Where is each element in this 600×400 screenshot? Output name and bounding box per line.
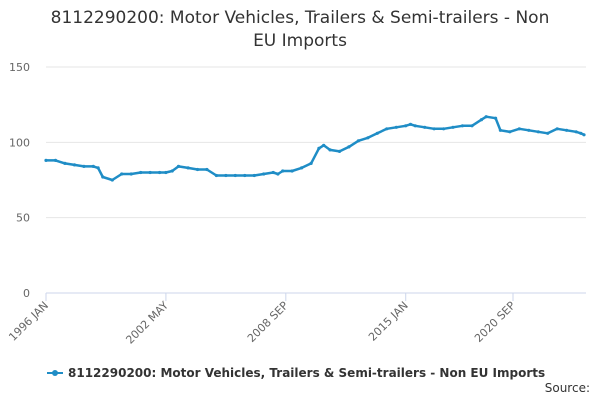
legend[interactable]: 8112290200: Motor Vehicles, Trailers & S… xyxy=(46,364,545,382)
data-point-24[interactable] xyxy=(252,173,256,178)
data-point-29[interactable] xyxy=(290,169,294,173)
series-group xyxy=(44,115,586,182)
data-point-35[interactable] xyxy=(337,149,342,153)
data-point-46[interactable] xyxy=(432,127,436,131)
data-point-23[interactable] xyxy=(243,173,247,178)
data-point-9[interactable] xyxy=(120,172,124,176)
data-point-2[interactable] xyxy=(63,161,67,165)
data-point-22[interactable] xyxy=(233,173,237,178)
legend-symbol xyxy=(47,370,63,376)
data-point-60[interactable] xyxy=(555,127,559,131)
x-tick-label-4: 2020 SEP xyxy=(472,299,518,345)
data-point-11[interactable] xyxy=(139,170,143,175)
data-point-55[interactable] xyxy=(508,130,512,134)
y-tick-label-100: 100 xyxy=(9,136,30,149)
x-axis-ticks: 1996 JAN 2002 MAY 2008 SEP 2015 JAN 2020 SEP xyxy=(6,293,518,347)
series-line-0 xyxy=(46,115,585,182)
x-tick-label-2: 2008 SEP xyxy=(245,299,291,345)
data-point-19[interactable] xyxy=(205,167,209,172)
data-point-4[interactable] xyxy=(82,164,86,168)
data-point-53[interactable] xyxy=(494,116,498,120)
data-point-38[interactable] xyxy=(366,136,370,140)
data-point-44[interactable] xyxy=(413,124,417,128)
data-point-34[interactable] xyxy=(328,148,332,152)
data-point-12[interactable] xyxy=(148,170,152,175)
data-point-59[interactable] xyxy=(546,131,550,135)
x-tick-label-0: 1996 JAN xyxy=(6,299,51,344)
data-point-47[interactable] xyxy=(442,127,446,131)
y-axis-tick-labels: 0 50 100 150 xyxy=(9,61,30,300)
data-point-20[interactable] xyxy=(214,173,218,178)
data-point-0[interactable] xyxy=(44,158,48,162)
y-tick-label-0: 0 xyxy=(23,287,30,300)
data-point-64[interactable] xyxy=(582,133,586,137)
data-point-48[interactable] xyxy=(451,125,455,129)
data-point-49[interactable] xyxy=(460,124,465,128)
x-tick-label-3: 2015 JAN xyxy=(366,299,411,344)
data-point-42[interactable] xyxy=(404,124,408,128)
chart-title-line-1: 8112290200: Motor Vehicles, Trailers & S… xyxy=(50,8,550,28)
data-point-36[interactable] xyxy=(347,145,351,149)
data-point-56[interactable] xyxy=(517,127,521,131)
data-point-25[interactable] xyxy=(262,172,266,176)
data-point-6[interactable] xyxy=(96,166,100,170)
chart-title: 8112290200: Motor Vehicles, Trailers & S… xyxy=(0,7,600,53)
y-tick-label-50: 50 xyxy=(16,212,30,225)
data-point-5[interactable] xyxy=(91,164,95,168)
data-point-27[interactable] xyxy=(276,172,280,176)
x-tick-label-1: 2002 MAY xyxy=(123,299,171,347)
source-label: Source: xyxy=(544,381,590,395)
data-point-10[interactable] xyxy=(129,172,133,176)
data-point-63[interactable] xyxy=(579,131,583,135)
data-point-26[interactable] xyxy=(271,170,275,175)
data-point-7[interactable] xyxy=(101,175,105,179)
data-point-57[interactable] xyxy=(527,128,531,132)
y-tick-label-150: 150 xyxy=(9,61,30,74)
data-point-28[interactable] xyxy=(281,169,285,173)
data-point-33[interactable] xyxy=(322,143,326,147)
data-point-30[interactable] xyxy=(300,166,304,170)
data-point-21[interactable] xyxy=(224,173,228,178)
legend-label: 8112290200: Motor Vehicles, Trailers & S… xyxy=(68,366,546,380)
data-point-54[interactable] xyxy=(498,128,502,132)
data-point-52[interactable] xyxy=(484,115,488,119)
data-point-16[interactable] xyxy=(176,164,181,168)
data-point-15[interactable] xyxy=(170,169,174,173)
data-point-51[interactable] xyxy=(479,118,483,122)
data-point-41[interactable] xyxy=(394,125,398,129)
data-point-43[interactable] xyxy=(408,122,413,126)
data-point-8[interactable] xyxy=(110,178,114,182)
data-point-45[interactable] xyxy=(423,125,427,129)
data-point-50[interactable] xyxy=(470,124,474,128)
data-point-3[interactable] xyxy=(72,163,76,167)
data-point-18[interactable] xyxy=(195,167,200,172)
data-point-1[interactable] xyxy=(53,158,58,162)
chart-title-line-2: EU Imports xyxy=(253,31,347,51)
data-point-13[interactable] xyxy=(158,170,162,175)
data-point-39[interactable] xyxy=(375,131,379,135)
data-point-32[interactable] xyxy=(317,146,321,150)
data-point-62[interactable] xyxy=(574,130,578,134)
data-point-61[interactable] xyxy=(565,128,569,132)
data-point-17[interactable] xyxy=(186,166,190,170)
data-point-14[interactable] xyxy=(164,170,168,175)
data-point-31[interactable] xyxy=(309,161,313,165)
data-point-40[interactable] xyxy=(385,127,389,131)
data-point-37[interactable] xyxy=(356,139,360,143)
gridlines xyxy=(46,66,586,219)
data-point-58[interactable] xyxy=(536,130,540,134)
